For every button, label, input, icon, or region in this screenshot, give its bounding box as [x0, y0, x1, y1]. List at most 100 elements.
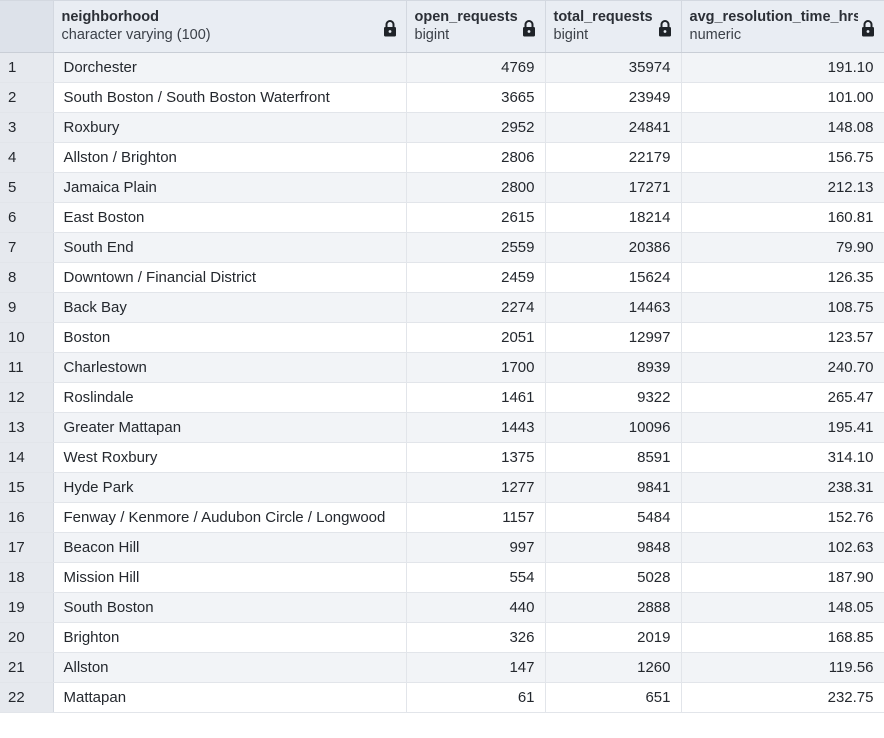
cell-neighborhood[interactable]: South End: [53, 232, 407, 263]
cell-neighborhood[interactable]: Roxbury: [53, 112, 407, 143]
cell-open-requests[interactable]: 440: [406, 592, 546, 623]
row-number[interactable]: 15: [0, 472, 54, 503]
cell-open-requests[interactable]: 4769: [406, 52, 546, 83]
table-row[interactable]: 9 Back Bay 2274 14463 108.75: [0, 292, 884, 323]
table-row[interactable]: 7 South End 2559 20386 79.90: [0, 232, 884, 263]
cell-avg-resolution-time-hrs[interactable]: 314.10: [681, 442, 884, 473]
cell-total-requests[interactable]: 651: [545, 682, 682, 713]
row-number[interactable]: 14: [0, 442, 54, 473]
cell-neighborhood[interactable]: Mattapan: [53, 682, 407, 713]
cell-avg-resolution-time-hrs[interactable]: 79.90: [681, 232, 884, 263]
row-number[interactable]: 1: [0, 52, 54, 83]
cell-open-requests[interactable]: 2952: [406, 112, 546, 143]
cell-neighborhood[interactable]: Allston / Brighton: [53, 142, 407, 173]
cell-avg-resolution-time-hrs[interactable]: 119.56: [681, 652, 884, 683]
cell-neighborhood[interactable]: Charlestown: [53, 352, 407, 383]
column-header-avg-resolution-time-hrs[interactable]: avg_resolution_time_hrs numeric: [681, 0, 884, 53]
cell-total-requests[interactable]: 18214: [545, 202, 682, 233]
table-row[interactable]: 19 South Boston 440 2888 148.05: [0, 592, 884, 623]
cell-avg-resolution-time-hrs[interactable]: 156.75: [681, 142, 884, 173]
column-header-open-requests[interactable]: open_requests bigint: [406, 0, 546, 53]
row-number[interactable]: 20: [0, 622, 54, 653]
cell-open-requests[interactable]: 1700: [406, 352, 546, 383]
cell-neighborhood[interactable]: Jamaica Plain: [53, 172, 407, 203]
table-row[interactable]: 14 West Roxbury 1375 8591 314.10: [0, 442, 884, 473]
table-row[interactable]: 12 Roslindale 1461 9322 265.47: [0, 382, 884, 413]
cell-neighborhood[interactable]: Brighton: [53, 622, 407, 653]
cell-avg-resolution-time-hrs[interactable]: 123.57: [681, 322, 884, 353]
table-row[interactable]: 21 Allston 147 1260 119.56: [0, 652, 884, 683]
cell-open-requests[interactable]: 1443: [406, 412, 546, 443]
cell-open-requests[interactable]: 326: [406, 622, 546, 653]
cell-open-requests[interactable]: 2806: [406, 142, 546, 173]
cell-total-requests[interactable]: 2888: [545, 592, 682, 623]
row-number[interactable]: 13: [0, 412, 54, 443]
cell-avg-resolution-time-hrs[interactable]: 152.76: [681, 502, 884, 533]
cell-neighborhood[interactable]: Greater Mattapan: [53, 412, 407, 443]
row-number[interactable]: 3: [0, 112, 54, 143]
cell-avg-resolution-time-hrs[interactable]: 195.41: [681, 412, 884, 443]
cell-open-requests[interactable]: 147: [406, 652, 546, 683]
cell-open-requests[interactable]: 554: [406, 562, 546, 593]
cell-open-requests[interactable]: 2274: [406, 292, 546, 323]
cell-avg-resolution-time-hrs[interactable]: 191.10: [681, 52, 884, 83]
cell-open-requests[interactable]: 1157: [406, 502, 546, 533]
cell-avg-resolution-time-hrs[interactable]: 232.75: [681, 682, 884, 713]
table-row[interactable]: 16 Fenway / Kenmore / Audubon Circle / L…: [0, 502, 884, 533]
row-number[interactable]: 10: [0, 322, 54, 353]
table-row[interactable]: 20 Brighton 326 2019 168.85: [0, 622, 884, 653]
table-row[interactable]: 10 Boston 2051 12997 123.57: [0, 322, 884, 353]
cell-avg-resolution-time-hrs[interactable]: 101.00: [681, 82, 884, 113]
table-row[interactable]: 6 East Boston 2615 18214 160.81: [0, 202, 884, 233]
cell-neighborhood[interactable]: Downtown / Financial District: [53, 262, 407, 293]
cell-total-requests[interactable]: 2019: [545, 622, 682, 653]
cell-neighborhood[interactable]: Boston: [53, 322, 407, 353]
table-row[interactable]: 13 Greater Mattapan 1443 10096 195.41: [0, 412, 884, 443]
cell-total-requests[interactable]: 8591: [545, 442, 682, 473]
cell-neighborhood[interactable]: Mission Hill: [53, 562, 407, 593]
row-number[interactable]: 18: [0, 562, 54, 593]
cell-total-requests[interactable]: 22179: [545, 142, 682, 173]
table-row[interactable]: 4 Allston / Brighton 2806 22179 156.75: [0, 142, 884, 173]
cell-open-requests[interactable]: 2051: [406, 322, 546, 353]
cell-total-requests[interactable]: 9322: [545, 382, 682, 413]
table-row[interactable]: 5 Jamaica Plain 2800 17271 212.13: [0, 172, 884, 203]
row-number[interactable]: 12: [0, 382, 54, 413]
cell-total-requests[interactable]: 20386: [545, 232, 682, 263]
cell-open-requests[interactable]: 2800: [406, 172, 546, 203]
cell-avg-resolution-time-hrs[interactable]: 108.75: [681, 292, 884, 323]
row-number[interactable]: 5: [0, 172, 54, 203]
cell-neighborhood[interactable]: West Roxbury: [53, 442, 407, 473]
row-number[interactable]: 16: [0, 502, 54, 533]
cell-avg-resolution-time-hrs[interactable]: 212.13: [681, 172, 884, 203]
cell-neighborhood[interactable]: Dorchester: [53, 52, 407, 83]
cell-avg-resolution-time-hrs[interactable]: 238.31: [681, 472, 884, 503]
row-number[interactable]: 2: [0, 82, 54, 113]
row-number[interactable]: 4: [0, 142, 54, 173]
cell-open-requests[interactable]: 1277: [406, 472, 546, 503]
cell-total-requests[interactable]: 8939: [545, 352, 682, 383]
cell-open-requests[interactable]: 1461: [406, 382, 546, 413]
cell-total-requests[interactable]: 17271: [545, 172, 682, 203]
cell-neighborhood[interactable]: East Boston: [53, 202, 407, 233]
row-number[interactable]: 22: [0, 682, 54, 713]
row-number[interactable]: 17: [0, 532, 54, 563]
cell-neighborhood[interactable]: Beacon Hill: [53, 532, 407, 563]
cell-neighborhood[interactable]: Fenway / Kenmore / Audubon Circle / Long…: [53, 502, 407, 533]
cell-neighborhood[interactable]: Roslindale: [53, 382, 407, 413]
column-header-neighborhood[interactable]: neighborhood character varying (100): [53, 0, 407, 53]
cell-open-requests[interactable]: 2615: [406, 202, 546, 233]
cell-avg-resolution-time-hrs[interactable]: 168.85: [681, 622, 884, 653]
cell-total-requests[interactable]: 1260: [545, 652, 682, 683]
row-number[interactable]: 9: [0, 292, 54, 323]
cell-total-requests[interactable]: 14463: [545, 292, 682, 323]
row-number[interactable]: 6: [0, 202, 54, 233]
row-number[interactable]: 21: [0, 652, 54, 683]
cell-avg-resolution-time-hrs[interactable]: 240.70: [681, 352, 884, 383]
cell-total-requests[interactable]: 10096: [545, 412, 682, 443]
cell-total-requests[interactable]: 9841: [545, 472, 682, 503]
row-number[interactable]: 8: [0, 262, 54, 293]
cell-total-requests[interactable]: 5484: [545, 502, 682, 533]
row-number[interactable]: 11: [0, 352, 54, 383]
cell-open-requests[interactable]: 61: [406, 682, 546, 713]
